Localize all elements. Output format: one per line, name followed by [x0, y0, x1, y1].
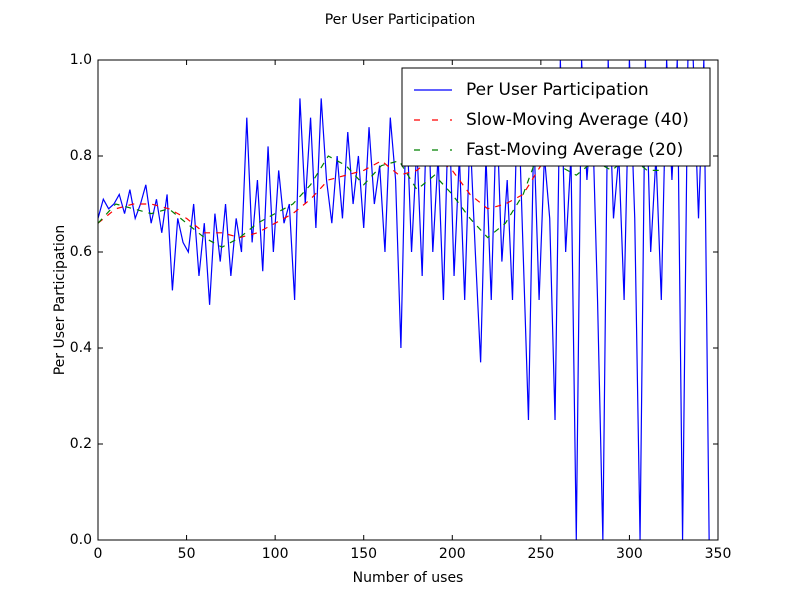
legend-box: [401, 67, 711, 167]
chart-title: Per User Participation: [325, 12, 476, 28]
x-tick-label: 350: [705, 546, 732, 562]
legend-label: Per User Participation: [466, 80, 649, 100]
legend-label: Slow-Moving Average (40): [466, 110, 689, 130]
x-tick-label: 50: [178, 546, 196, 562]
y-tick-label: 1.0: [70, 52, 92, 68]
y-tick-label: 0.2: [70, 436, 92, 452]
x-tick-label: 150: [350, 546, 377, 562]
x-tick-label: 300: [616, 546, 643, 562]
y-tick-label: 0.4: [70, 340, 92, 356]
x-tick-label: 0: [94, 546, 103, 562]
plot-frame: [97, 59, 719, 541]
x-tick-label: 100: [262, 546, 289, 562]
x-tick-label: 200: [439, 546, 466, 562]
y-tick-label: 0.0: [70, 532, 92, 548]
x-tick-label: 250: [527, 546, 554, 562]
legend-label: Fast-Moving Average (20): [466, 140, 683, 160]
data-line: [98, 145, 665, 248]
legend: Per User Participation Slow-Moving Averag…: [401, 67, 711, 167]
y-tick-label: 0.8: [70, 148, 92, 164]
y-axis-label: Per User Participation: [52, 225, 68, 376]
y-tick-label: 0.6: [70, 244, 92, 260]
data-line: [98, 145, 648, 239]
x-axis-label: Number of uses: [353, 570, 464, 586]
